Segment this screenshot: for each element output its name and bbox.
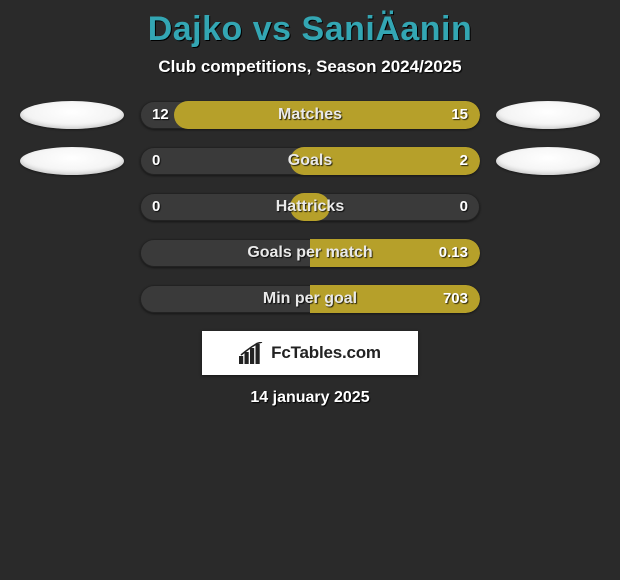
bar-right-fill (310, 147, 480, 175)
stat-right-value: 0.13 (439, 239, 468, 267)
brand-text: FcTables.com (271, 343, 381, 363)
stat-right-value: 15 (451, 101, 468, 129)
page-title: Dajko vs SaniÄanin (0, 10, 620, 49)
chart-bars-icon (239, 342, 265, 364)
stat-row: 0 Goals 2 (0, 147, 620, 175)
stat-bar-hattricks: 0 Hattricks 0 (140, 193, 480, 221)
club-logo-left (20, 101, 124, 129)
stat-row: 12 Matches 15 (0, 101, 620, 129)
stat-row: Min per goal 703 (0, 285, 620, 313)
stat-left-value: 0 (152, 193, 160, 221)
stat-right-value: 0 (460, 193, 468, 221)
brand-badge: FcTables.com (202, 331, 418, 375)
bar-right-fill (310, 193, 330, 221)
stat-bar-goals-per-match: Goals per match 0.13 (140, 239, 480, 267)
stat-right-value: 2 (460, 147, 468, 175)
comparison-card: Dajko vs SaniÄanin Club competitions, Se… (0, 0, 620, 407)
stat-left-value: 12 (152, 101, 169, 129)
bar-left-fill (174, 101, 310, 129)
stat-bar-min-per-goal: Min per goal 703 (140, 285, 480, 313)
stat-left-value: 0 (152, 147, 160, 175)
stat-row: Goals per match 0.13 (0, 239, 620, 267)
stat-row: 0 Hattricks 0 (0, 193, 620, 221)
stat-right-value: 703 (443, 285, 468, 313)
club-logo-right (496, 147, 600, 175)
bar-left-fill (290, 193, 310, 221)
bar-left-fill (290, 147, 310, 175)
club-logo-left (20, 147, 124, 175)
subtitle: Club competitions, Season 2024/2025 (0, 57, 620, 77)
date-line: 14 january 2025 (0, 389, 620, 407)
stat-bar-matches: 12 Matches 15 (140, 101, 480, 129)
stat-bar-goals: 0 Goals 2 (140, 147, 480, 175)
club-logo-right (496, 101, 600, 129)
